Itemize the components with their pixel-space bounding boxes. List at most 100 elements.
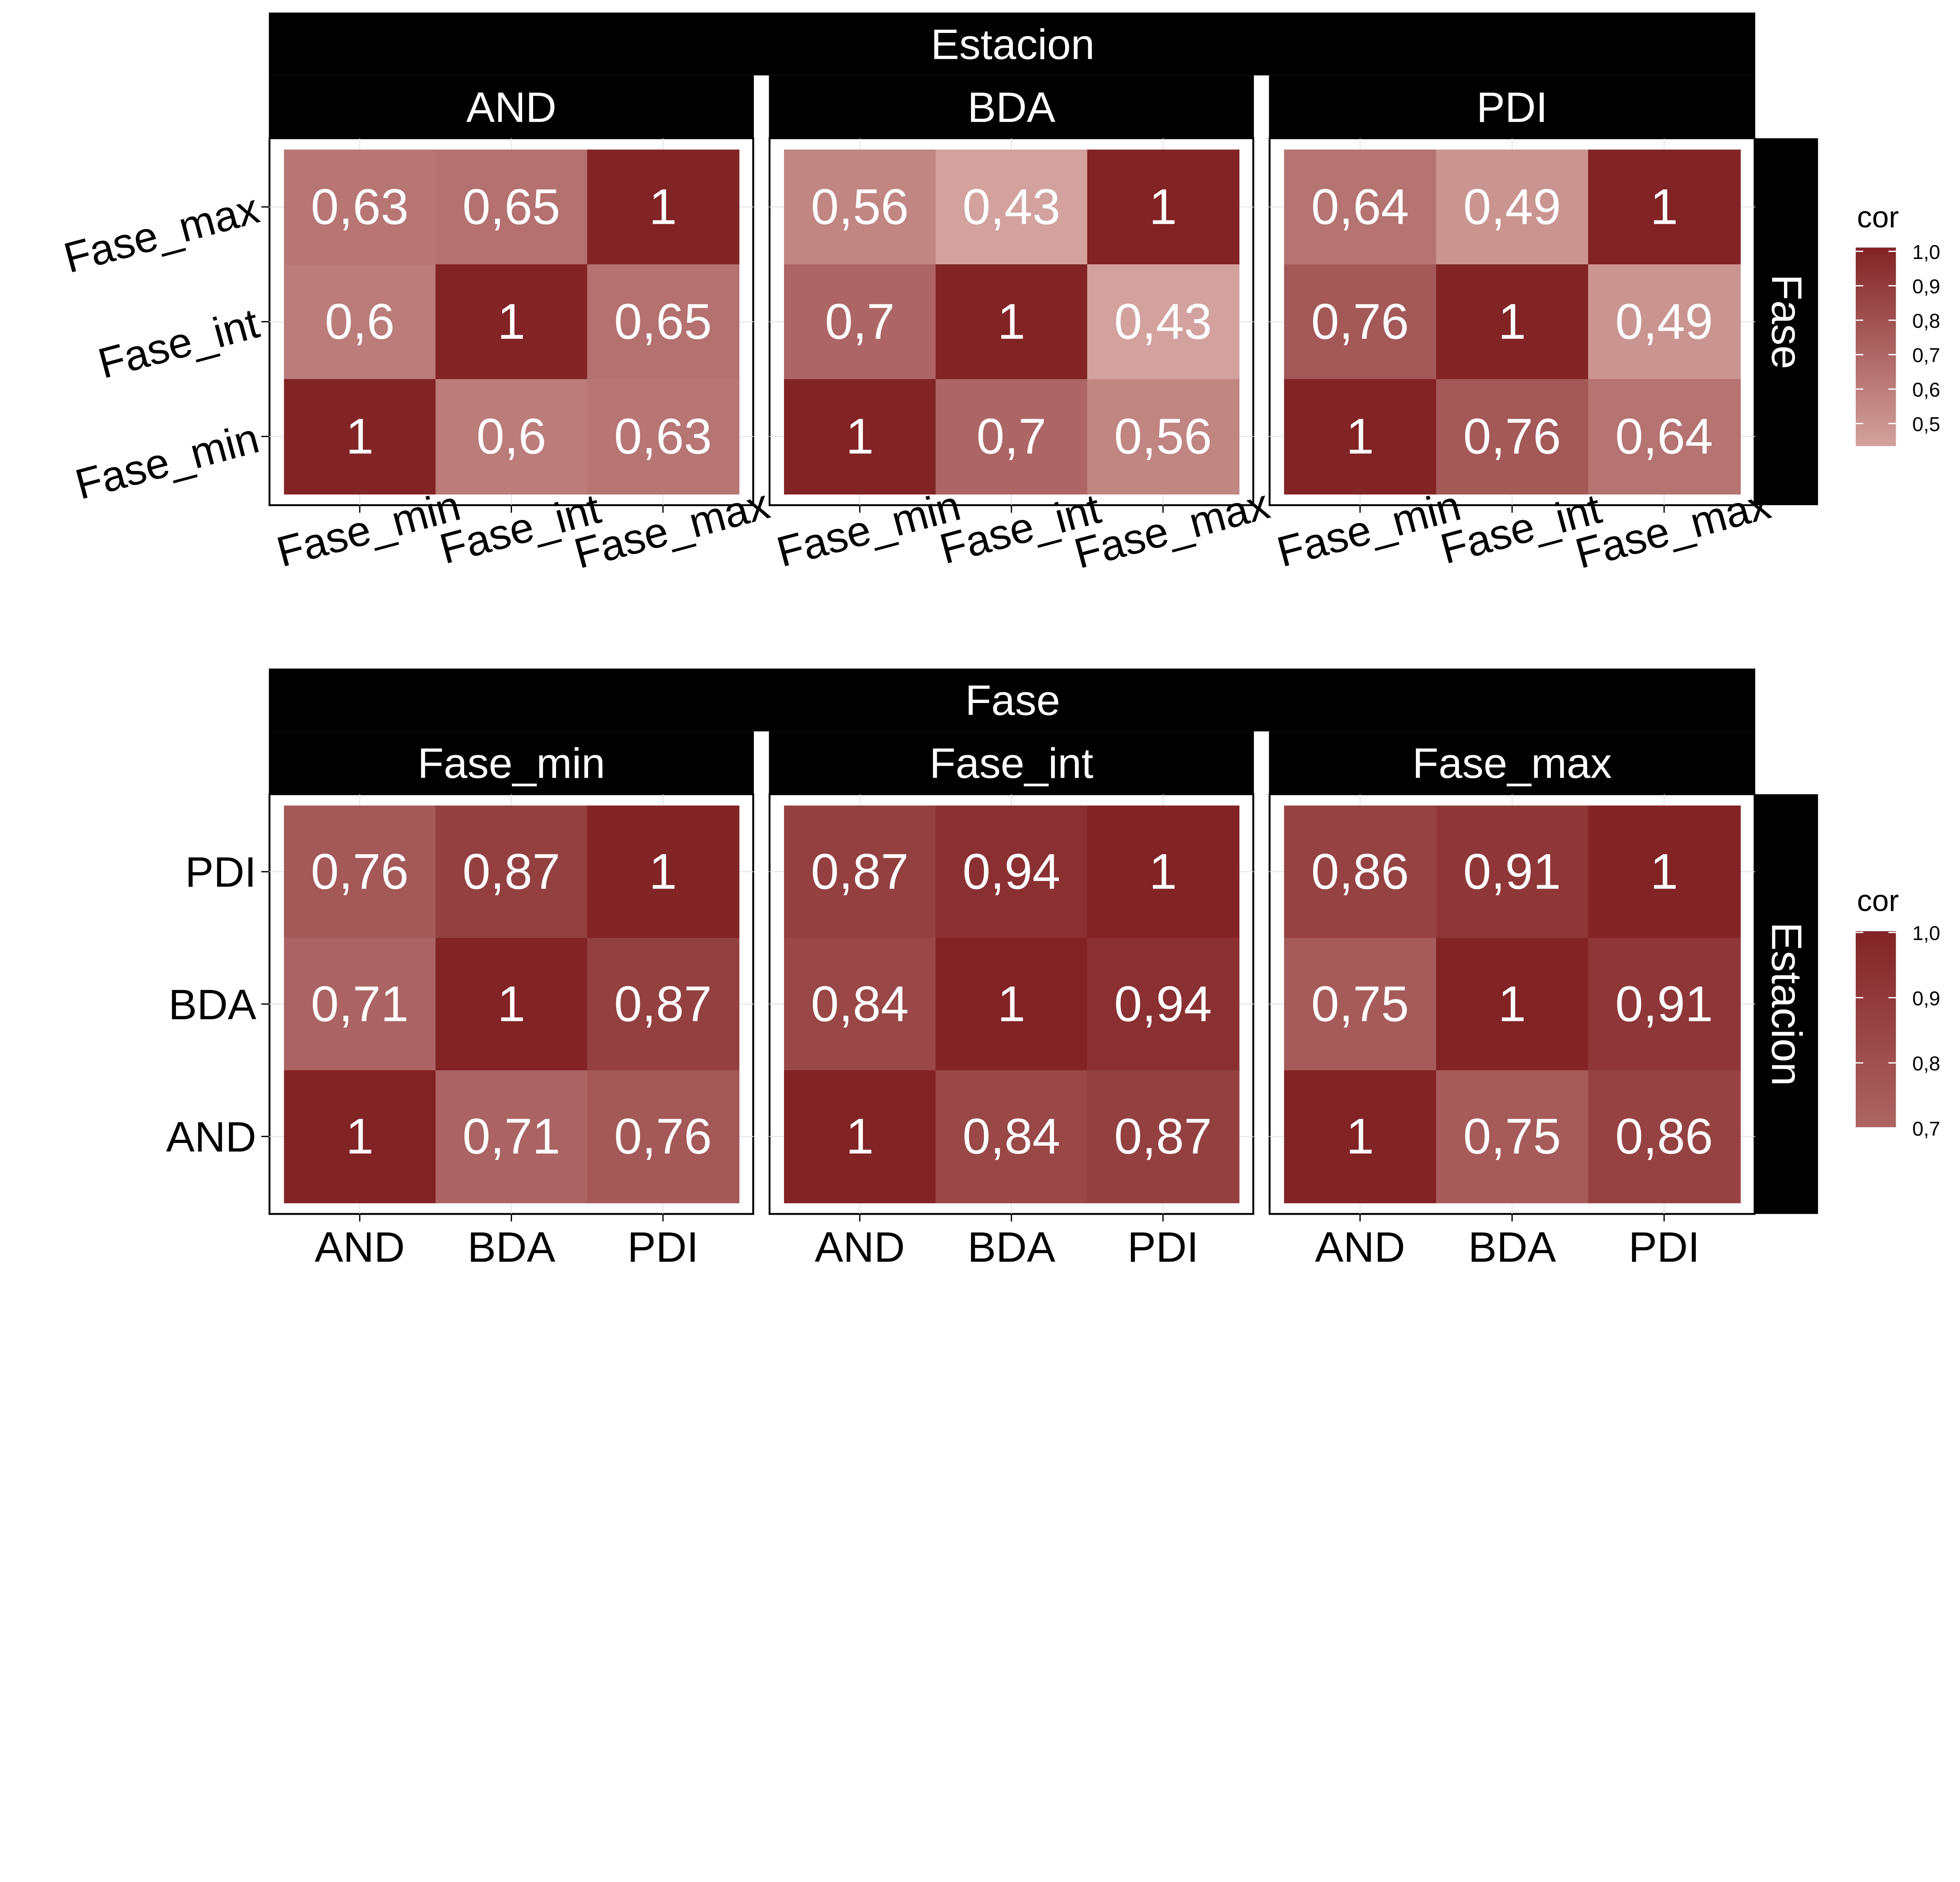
cell-label: 0,7 bbox=[976, 409, 1046, 465]
cell-label: 0,86 bbox=[1615, 1108, 1713, 1164]
heatmap-cell bbox=[935, 379, 1088, 495]
cell-label: 1 bbox=[997, 294, 1025, 350]
cell-label: 0,76 bbox=[614, 1108, 712, 1164]
panel-strip-label: AND bbox=[466, 84, 556, 131]
x-axis-label: AND bbox=[315, 1223, 405, 1271]
y-axis-label: Fase_max bbox=[59, 184, 264, 282]
heatmap-cell bbox=[784, 938, 936, 1071]
heatmap-cell bbox=[436, 938, 588, 1071]
heatmap-cell bbox=[284, 149, 436, 265]
cell-label: 0,87 bbox=[463, 844, 560, 900]
cell-label: 0,75 bbox=[1311, 976, 1409, 1032]
panel-strip-label: Fase_int bbox=[929, 739, 1093, 787]
colorbar-tick-label: 1,0 bbox=[1912, 922, 1940, 944]
heatmap-cell bbox=[1284, 938, 1437, 1071]
heatmap-cell bbox=[1436, 1070, 1589, 1203]
y-axis-label: AND bbox=[166, 1113, 256, 1161]
heatmap-cell bbox=[1436, 379, 1589, 495]
heatmap-cell bbox=[587, 805, 740, 939]
x-axis-label: AND bbox=[815, 1223, 905, 1271]
colorbar-tick-label: 0,8 bbox=[1912, 310, 1940, 332]
heatmap-cell bbox=[784, 149, 936, 265]
cell-label: 0,94 bbox=[1114, 976, 1212, 1032]
heatmap-cell bbox=[1588, 1070, 1741, 1203]
colorbar-tick-label: 0,9 bbox=[1912, 987, 1940, 1010]
colorbar-legend: cor 1,0 0,9 0,8 0,7 0,6 0,5 bbox=[1855, 200, 1940, 446]
facet-title-strip bbox=[269, 669, 1755, 732]
heatmap-cell bbox=[436, 1070, 588, 1203]
panel-strip bbox=[769, 731, 1254, 794]
y-axis-label: Fase_min bbox=[70, 414, 264, 509]
cell-label: 1 bbox=[1346, 409, 1374, 465]
colorbar-tick-label: 0,8 bbox=[1912, 1052, 1940, 1075]
colorbar-tick-label: 0,7 bbox=[1912, 344, 1940, 367]
heatmap-cell bbox=[1284, 264, 1437, 380]
cell-label: 1 bbox=[997, 976, 1025, 1032]
cell-label: 1 bbox=[497, 976, 525, 1032]
heatmap-cell bbox=[935, 264, 1088, 380]
cell-label: 1 bbox=[1498, 294, 1526, 350]
x-axis-label: BDA bbox=[467, 1223, 555, 1271]
cell-label: 0,75 bbox=[1463, 1108, 1561, 1164]
heatmap-cell bbox=[1087, 264, 1240, 380]
cell-label: 0,84 bbox=[962, 1108, 1060, 1164]
x-axis-label: BDA bbox=[1468, 1223, 1556, 1271]
heatmap-cell bbox=[587, 379, 740, 495]
colorbar-tick-label: 0,7 bbox=[1912, 1117, 1940, 1140]
facet-panel-fase_int: Fase_int 0,87 0,94 1 0,84 1 0,94 1 0,84 0,87 AND BD… bbox=[768, 731, 1254, 1271]
heatmap-cell bbox=[436, 264, 588, 380]
colorbar-tick-label: 1,0 bbox=[1912, 241, 1940, 263]
cell-label: 0,56 bbox=[811, 179, 909, 235]
heatmap-cell bbox=[1436, 149, 1589, 265]
facet-panel-and: AND 0,63 0,65 1 0,6 1 0,65 1 0,6 0,63 Fase_min Fase… bbox=[59, 75, 774, 578]
panel-strip-label: BDA bbox=[967, 84, 1055, 131]
cell-label: 1 bbox=[346, 409, 374, 465]
row-strip bbox=[1755, 794, 1818, 1214]
heatmap-cell bbox=[284, 938, 436, 1071]
cell-label: 0,87 bbox=[614, 976, 712, 1032]
heatmap-cell bbox=[1588, 149, 1741, 265]
row-strip bbox=[1755, 138, 1818, 505]
heatmap-cell bbox=[436, 149, 588, 265]
heatmap-cell bbox=[1284, 805, 1437, 939]
panel-strip-label: Fase_min bbox=[417, 739, 605, 787]
cell-label: 0,87 bbox=[1114, 1108, 1212, 1164]
y-axis-label: Fase_int bbox=[93, 299, 264, 388]
cell-label: 0,65 bbox=[614, 294, 712, 350]
facet-panel-fase_min: Fase_min 0,76 0,87 1 0,71 1 0,87 1 0,71 0,76 AND BD… bbox=[166, 731, 754, 1271]
heatmap-cell bbox=[1087, 805, 1240, 939]
cell-label: 0,91 bbox=[1463, 844, 1561, 900]
cell-label: 0,87 bbox=[811, 844, 909, 900]
cell-label: 0,86 bbox=[1311, 844, 1409, 900]
cell-label: 0,84 bbox=[811, 976, 909, 1032]
cell-label: 0,49 bbox=[1463, 179, 1561, 235]
heatmap-chart-1: Estacion Fase AND 0,63 0,65 1 0,6 1 0,65 1 0,6 0,63… bbox=[59, 13, 1940, 578]
x-axis-label: PDI bbox=[1628, 1223, 1700, 1271]
cell-label: 0,76 bbox=[1311, 294, 1409, 350]
cell-label: 0,6 bbox=[325, 294, 395, 350]
cell-label: 0,64 bbox=[1615, 409, 1713, 465]
panel-strip bbox=[769, 75, 1254, 138]
panel-strip-label: PDI bbox=[1477, 84, 1548, 131]
cell-label: 0,43 bbox=[962, 179, 1060, 235]
cell-label: 1 bbox=[1346, 1108, 1374, 1164]
panel-strip bbox=[1269, 75, 1755, 138]
cell-label: 1 bbox=[846, 409, 874, 465]
cell-label: 1 bbox=[1498, 976, 1526, 1032]
panel-strip bbox=[269, 75, 754, 138]
cell-label: 1 bbox=[846, 1108, 874, 1164]
facet-title: Fase bbox=[965, 677, 1060, 725]
heatmap-cell bbox=[1436, 938, 1589, 1071]
heatmap-cell bbox=[1284, 149, 1437, 265]
heatmap-cell bbox=[935, 938, 1088, 1071]
panel-strip bbox=[1269, 731, 1755, 794]
heatmap-cell bbox=[587, 149, 740, 265]
heatmap-cell bbox=[784, 805, 936, 939]
heatmap-cell bbox=[1284, 379, 1437, 495]
cell-label: 0,63 bbox=[311, 179, 409, 235]
x-axis-label: PDI bbox=[1127, 1223, 1199, 1271]
cell-label: 0,6 bbox=[476, 409, 546, 465]
